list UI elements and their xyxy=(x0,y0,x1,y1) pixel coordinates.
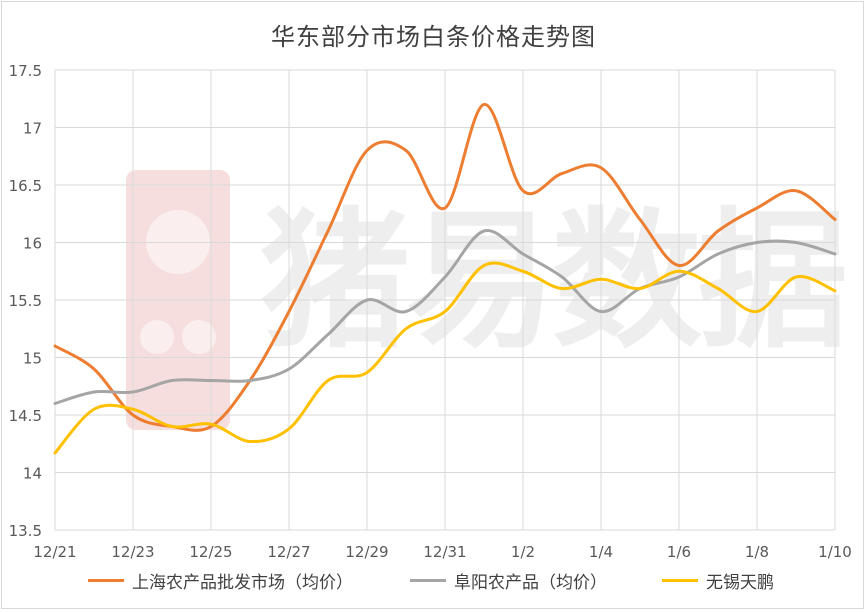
series-line-3 xyxy=(53,261,837,455)
series-line-1 xyxy=(53,103,837,432)
y-tick-label: 16.5 xyxy=(9,177,42,195)
y-tick-label: 17 xyxy=(23,120,42,138)
legend-label: 阜阳农产品（均价） xyxy=(454,573,607,593)
legend: 上海农产品批发市场（均价） 阜阳农产品（均价） 无锡天鹏 xyxy=(0,568,867,594)
chart-title: 华东部分市场白条价格走势图 xyxy=(271,23,596,51)
x-tick-label: 1/2 xyxy=(511,543,535,561)
x-tick-label: 12/23 xyxy=(111,543,154,561)
x-tick-label: 12/31 xyxy=(423,543,466,561)
y-tick-label: 15 xyxy=(23,350,42,368)
legend-item: 阜阳农产品（均价） xyxy=(410,568,607,593)
y-tick-label: 14 xyxy=(23,465,42,483)
x-tick-label: 12/29 xyxy=(345,543,388,561)
legend-swatch xyxy=(410,579,446,582)
x-tick-label: 12/21 xyxy=(33,543,76,561)
y-tick-label: 13.5 xyxy=(9,522,42,540)
y-tick-label: 17.5 xyxy=(9,62,42,80)
legend-swatch xyxy=(662,579,698,582)
x-tick-label: 1/4 xyxy=(589,543,613,561)
y-tick-label: 15.5 xyxy=(9,292,42,310)
legend-label: 上海农产品批发市场（均价） xyxy=(132,573,353,593)
legend-label: 无锡天鹏 xyxy=(706,573,774,593)
x-tick-label: 1/6 xyxy=(667,543,691,561)
x-tick-label: 1/10 xyxy=(818,543,852,561)
legend-item: 无锡天鹏 xyxy=(662,568,774,593)
legend-item: 上海农产品批发市场（均价） xyxy=(88,568,353,593)
legend-swatch xyxy=(88,579,124,582)
y-tick-label: 16 xyxy=(23,235,42,253)
y-tick-label: 14.5 xyxy=(9,407,42,425)
x-tick-label: 12/27 xyxy=(267,543,310,561)
x-tick-label: 12/25 xyxy=(189,543,232,561)
x-tick-label: 1/8 xyxy=(745,543,769,561)
